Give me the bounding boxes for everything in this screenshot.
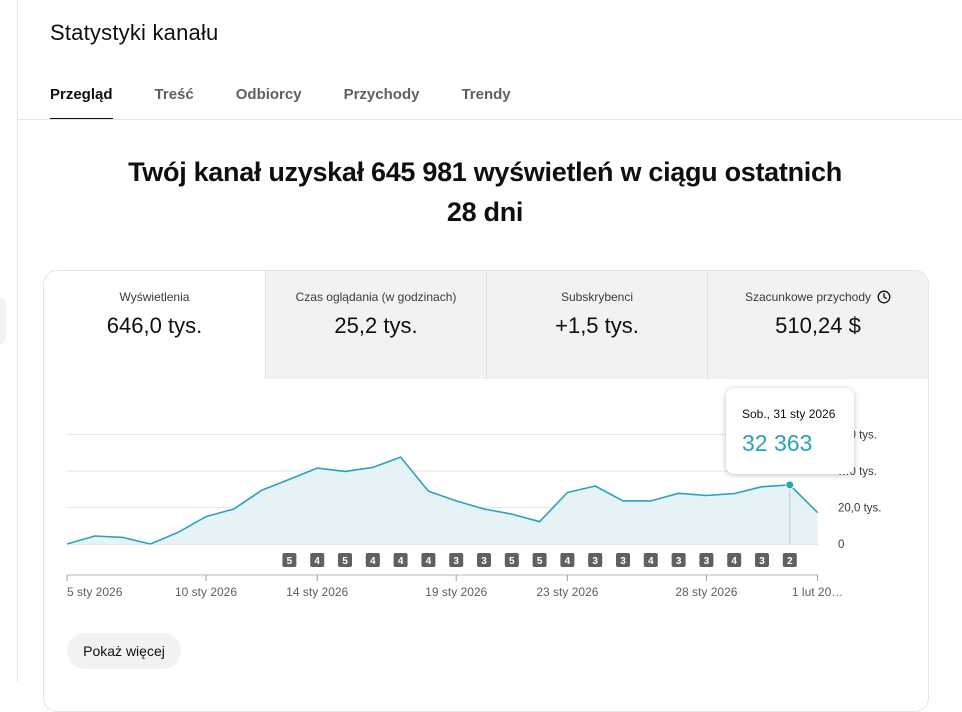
upload-marker-count: 4 [314, 556, 320, 567]
x-tick-label: 14 sty 2026 [286, 585, 348, 599]
y-tick-label: 20,0 tys. [838, 503, 881, 515]
upload-marker-count: 5 [509, 556, 515, 567]
upload-marker-count: 5 [537, 556, 543, 567]
upload-marker-count: 5 [342, 556, 348, 567]
x-tick-label: 23 sty 2026 [536, 585, 598, 599]
y-tick-label: 0 [838, 539, 844, 551]
upload-marker-count: 4 [731, 556, 737, 567]
upload-marker-count: 4 [565, 556, 571, 567]
upload-marker-count: 3 [676, 556, 682, 567]
upload-marker-count: 4 [426, 556, 432, 567]
x-tick-label: 19 sty 2026 [425, 585, 487, 599]
tooltip-date: Sob., 31 sty 2026 [742, 407, 835, 421]
upload-marker-count: 3 [481, 556, 487, 567]
upload-marker-count: 4 [370, 556, 376, 567]
upload-marker-count: 3 [592, 556, 598, 567]
x-tick-label: 28 sty 2026 [675, 585, 737, 599]
upload-marker-count: 3 [620, 556, 626, 567]
upload-marker-count: 5 [287, 556, 293, 567]
upload-marker-count: 3 [704, 556, 710, 567]
chart-tooltip: Sob., 31 sty 2026 32 363 [726, 388, 854, 474]
x-tick-label: 10 sty 2026 [175, 585, 237, 599]
upload-marker-count: 2 [787, 556, 793, 567]
upload-marker-count: 4 [648, 556, 654, 567]
upload-marker-count: 3 [453, 556, 459, 567]
show-more-button[interactable]: Pokaż więcej [67, 633, 181, 669]
x-tick-label: 1 lut 20… [792, 585, 843, 599]
x-tick-label: 5 sty 2026 [67, 585, 123, 599]
tooltip-value: 32 363 [742, 430, 812, 457]
upload-marker-count: 3 [759, 556, 765, 567]
upload-marker-count: 4 [398, 556, 404, 567]
